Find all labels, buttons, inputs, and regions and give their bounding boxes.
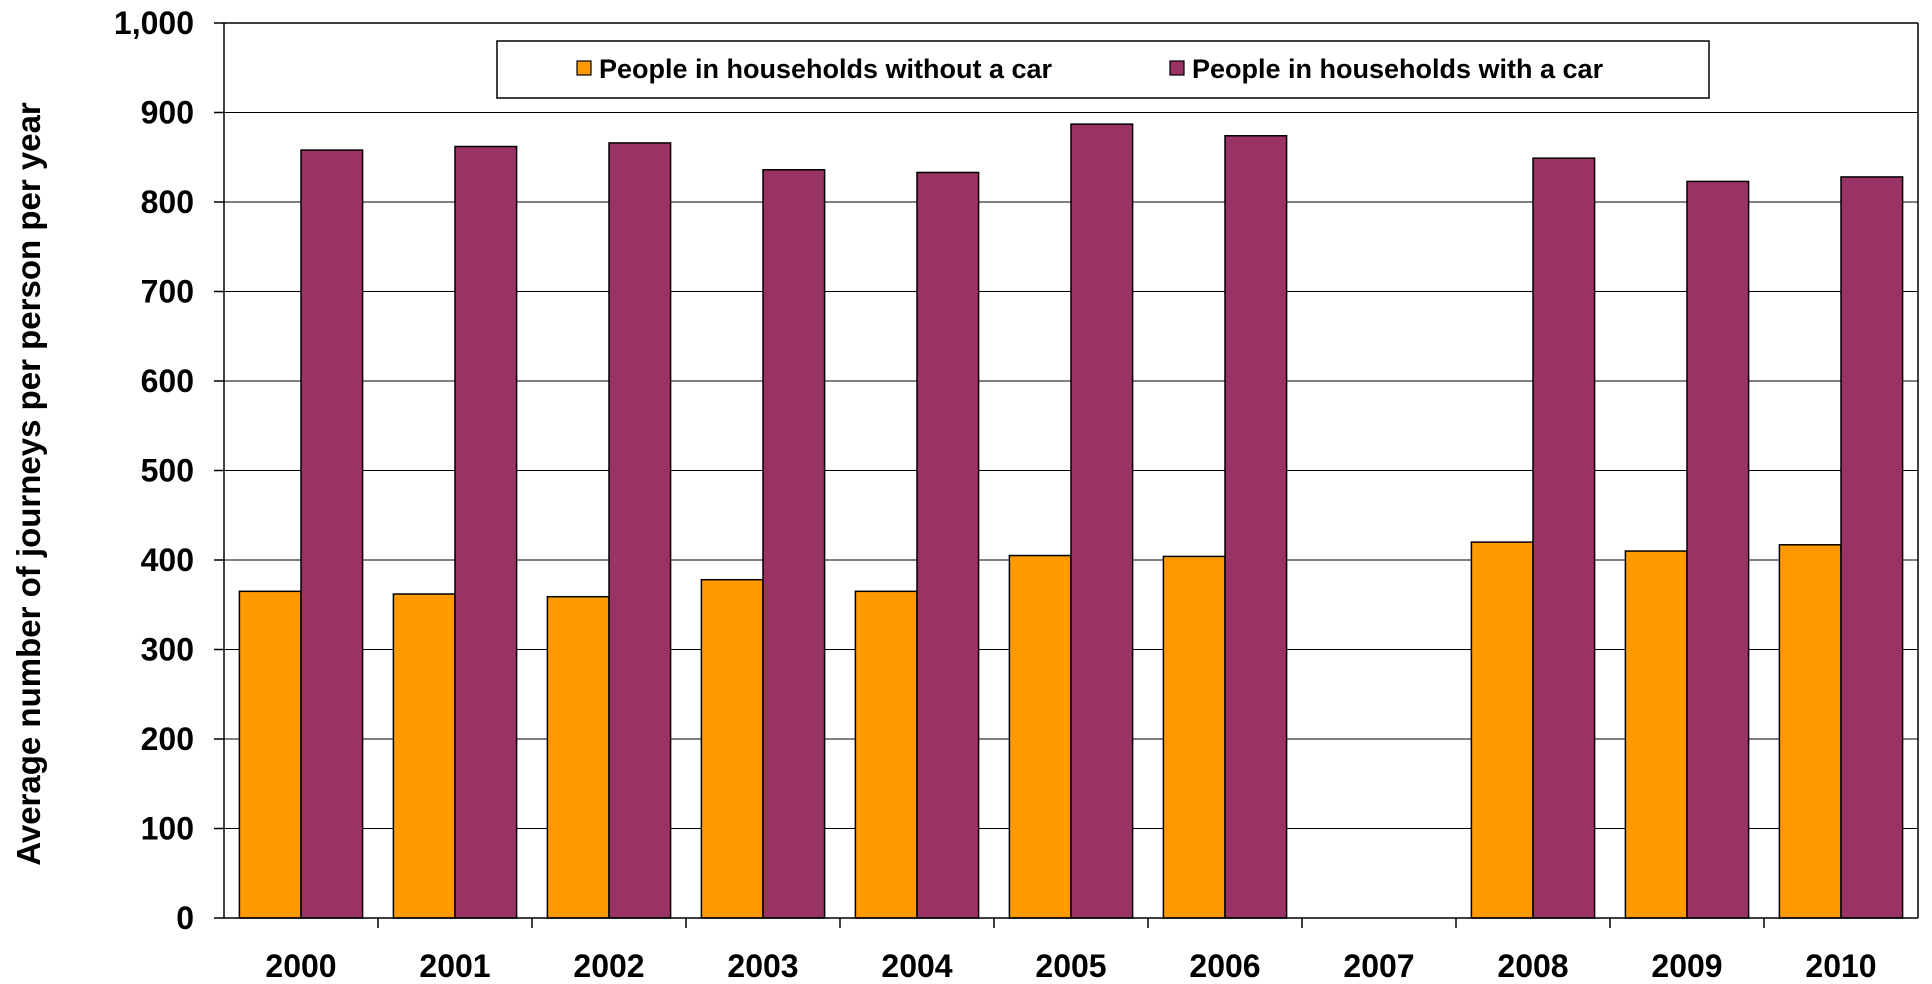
legend: People in households without a car Peopl… <box>496 40 1710 99</box>
legend-label-without-car: People in households without a car <box>599 54 1053 84</box>
x-tick-label: 2002 <box>573 948 644 984</box>
y-tick-label: 300 <box>141 632 194 668</box>
bar-with-car <box>300 149 364 919</box>
x-tick-label: 2007 <box>1343 948 1414 984</box>
y-tick-label: 200 <box>141 721 194 757</box>
y-tick-label: 0 <box>176 900 194 936</box>
bar-with-car <box>1840 176 1904 919</box>
bar-with-car <box>1224 135 1288 919</box>
bar-without-car <box>1162 555 1226 919</box>
x-tick-label: 2010 <box>1805 948 1876 984</box>
bar-without-car <box>546 595 610 919</box>
bar-without-car <box>1008 554 1072 919</box>
bar-with-car <box>1686 180 1750 919</box>
y-tick-label: 100 <box>141 811 194 847</box>
y-axis-title: Average number of journeys per person pe… <box>10 102 47 866</box>
bar-with-car <box>454 145 518 919</box>
bar-without-car <box>700 578 764 919</box>
x-tick-label: 2008 <box>1497 948 1568 984</box>
x-tick-labels: 2000 2001 2002 2003 2004 2005 2006 2007 2008 2009… <box>265 948 1876 984</box>
x-tick-label: 2009 <box>1651 948 1722 984</box>
y-tick-label: 600 <box>141 363 194 399</box>
legend-label-with-car: People in households with a car <box>1192 54 1604 84</box>
y-tick-label: 700 <box>141 274 194 310</box>
y-tick-label: 500 <box>141 453 194 489</box>
bar-without-car <box>238 590 302 919</box>
bar-with-car <box>1532 157 1596 919</box>
bar-with-car <box>608 142 672 919</box>
x-tick-label: 2003 <box>727 948 798 984</box>
x-tick-label: 2004 <box>881 948 952 984</box>
bars <box>238 123 1904 919</box>
x-tick-label: 2005 <box>1035 948 1106 984</box>
bar-with-car <box>1070 123 1134 919</box>
bar-without-car <box>1624 550 1688 919</box>
bar-without-car <box>1778 544 1842 919</box>
legend-swatch-without-car <box>576 60 592 76</box>
bar-with-car <box>916 171 980 919</box>
axes <box>214 22 1919 928</box>
y-tick-label: 800 <box>141 184 194 220</box>
y-tick-label: 400 <box>141 542 194 578</box>
y-tick-label: 1,000 <box>114 5 194 41</box>
bar-without-car <box>1470 541 1534 919</box>
x-tick-label: 2006 <box>1189 948 1260 984</box>
legend-swatch-with-car <box>1169 60 1185 76</box>
x-tick-label: 2001 <box>419 948 490 984</box>
bar-without-car <box>392 593 456 919</box>
bar-with-car <box>762 169 826 919</box>
x-tick-label: 2000 <box>265 948 336 984</box>
legend-box <box>496 40 1710 99</box>
bar-without-car <box>854 590 918 919</box>
y-tick-label: 900 <box>141 95 194 131</box>
y-tick-labels: 0 100 200 300 400 500 600 700 800 900 1,000 <box>114 5 194 936</box>
